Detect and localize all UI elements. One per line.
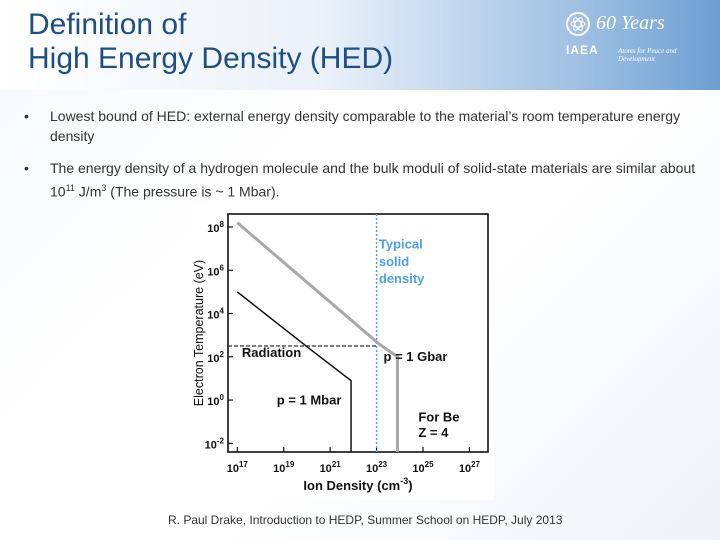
bullet-text-mid: J/m [74,183,102,200]
x-tick-label: 1021 [320,460,342,475]
series-line-1gbar [236,221,399,452]
x-tick-label: 1017 [227,460,249,475]
x-tick-label: 1019 [273,460,295,475]
bullet-text-pre: The energy density of a hydrogen molecul… [50,160,696,200]
iaea-emblem-icon [566,12,590,36]
bullet-item-1: • Lowest bound of HED: external energy d… [22,106,702,146]
citation: R. Paul Drake, Introduction to HEDP, Sum… [168,513,563,527]
hed-chart: 108 106 104 102 100 10-2 1017 1019 1021 1023 1025 1… [188,206,494,500]
y-tick-label: 108 [207,220,224,235]
plot-frame [227,213,489,453]
y-axis-label: Electron Temperature (eV) [192,260,206,406]
y-tick-label: 102 [207,350,224,365]
bullet-exponent-1: 11 [65,183,75,193]
y-tick-label: 106 [207,263,224,278]
logo-years: 60 Years [596,12,665,34]
bullet-marker: • [24,108,29,124]
x-axis-label: Ion Density (cm-3) [303,476,412,493]
chart-annotation: density [379,271,425,286]
chart-annotation: p = 1 Mbar [277,392,342,407]
x-tick-label: 1027 [459,460,481,475]
title-line-2: High Energy Density (HED) [28,42,394,75]
chart-annotation: solid [379,254,409,269]
x-tick-label: 1025 [412,460,434,475]
y-tick-label: 104 [207,307,224,322]
y-tick-label: 100 [207,393,224,408]
x-tick-label: 1023 [366,460,388,475]
logo-org: IAEA [566,43,599,57]
title-banner [0,0,720,90]
atom-icon [570,17,586,31]
chart-annotation: Radiation [242,345,301,360]
iaea-logo: 60 Years IAEA Atoms for Peace and Develo… [560,10,715,63]
y-tick-label: 10-2 [205,436,225,451]
logo-motto: Atoms for Peace and Development [618,47,677,63]
bullet-exponent-2: 3 [101,183,107,193]
bullet-text: Lowest bound of HED: external energy den… [50,108,681,144]
title-line-1: Definition of [28,8,187,41]
chart-background [188,206,494,500]
bullet-item-2: • The energy density of a hydrogen molec… [22,158,702,202]
bullet-text-post: (The pressure is ~ 1 Mbar). [106,183,280,200]
chart-annotation: Typical [379,237,423,252]
chart-annotation: Z = 4 [418,425,449,440]
bullet-list: • Lowest bound of HED: external energy d… [22,106,702,214]
slide-title: Definition of High Energy Density (HED) [28,8,393,76]
bullet-marker: • [24,160,29,176]
chart-annotation: For Be [418,410,459,425]
series-line-1mbar [236,291,352,452]
chart-annotation: p = 1 Gbar [384,349,448,364]
